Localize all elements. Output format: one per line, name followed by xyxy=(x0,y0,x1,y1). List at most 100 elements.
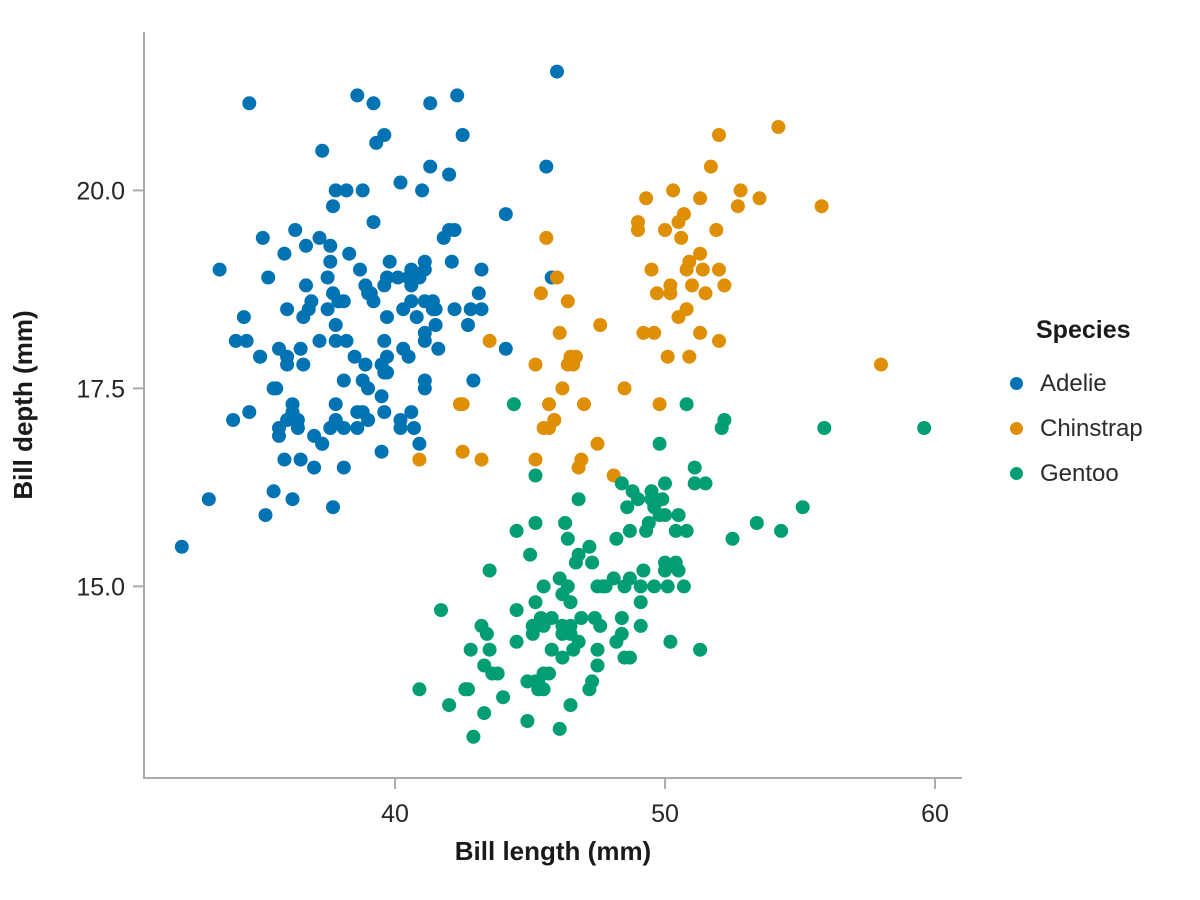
data-point xyxy=(253,349,268,364)
data-point xyxy=(698,286,713,301)
data-point xyxy=(709,223,724,237)
data-point xyxy=(280,357,295,372)
data-point xyxy=(685,278,699,293)
data-point xyxy=(442,167,457,182)
data-point xyxy=(482,563,497,578)
data-point xyxy=(258,508,273,523)
data-point xyxy=(490,666,505,681)
data-point xyxy=(380,270,394,285)
data-point xyxy=(693,246,708,261)
data-point xyxy=(442,698,457,713)
adelie-marker-icon xyxy=(1010,377,1023,390)
data-point xyxy=(428,302,443,317)
data-point xyxy=(671,563,686,578)
data-point xyxy=(482,642,497,657)
data-point xyxy=(374,389,389,404)
data-point xyxy=(228,333,243,348)
data-point xyxy=(636,325,651,340)
data-point xyxy=(676,579,691,594)
data-point xyxy=(404,262,419,277)
data-point xyxy=(226,413,241,427)
data-point xyxy=(339,333,354,348)
data-point xyxy=(312,230,327,245)
data-point xyxy=(528,468,543,483)
data-point xyxy=(520,674,535,689)
data-point xyxy=(633,618,648,633)
data-point xyxy=(652,508,667,523)
data-point xyxy=(466,373,481,388)
data-point xyxy=(409,310,424,325)
data-point xyxy=(328,318,343,332)
data-point xyxy=(633,595,648,610)
data-point xyxy=(571,460,586,475)
data-point xyxy=(255,230,270,245)
data-point xyxy=(444,254,459,269)
data-point xyxy=(277,452,292,467)
data-point xyxy=(380,310,394,325)
data-point xyxy=(269,381,284,396)
data-point xyxy=(320,302,335,317)
data-point xyxy=(323,238,338,253)
data-point xyxy=(361,413,376,427)
data-point xyxy=(617,381,632,396)
data-point xyxy=(752,191,767,206)
data-point xyxy=(463,642,478,657)
data-point xyxy=(633,579,648,594)
data-point xyxy=(636,563,651,578)
data-point xyxy=(455,397,470,412)
data-point xyxy=(277,246,292,261)
data-point xyxy=(261,270,276,285)
data-point xyxy=(542,421,556,435)
y-axis-title: Bill depth (mm) xyxy=(8,310,38,500)
data-point xyxy=(693,191,708,206)
data-point xyxy=(771,120,786,134)
data-point xyxy=(712,333,726,348)
data-point xyxy=(461,682,475,697)
data-point xyxy=(498,341,513,356)
legend-label-gentoo: Gentoo xyxy=(1040,459,1119,487)
data-point xyxy=(563,698,578,713)
data-point xyxy=(339,183,354,198)
data-point xyxy=(474,262,489,277)
data-point xyxy=(525,626,540,641)
data-point xyxy=(585,555,600,570)
data-point xyxy=(679,523,694,538)
data-point xyxy=(550,270,564,285)
data-point xyxy=(660,349,675,364)
data-point xyxy=(377,405,392,420)
data-point xyxy=(296,310,311,325)
data-point xyxy=(552,325,567,340)
data-point xyxy=(377,128,392,142)
data-point xyxy=(539,230,554,245)
data-point xyxy=(560,294,575,309)
data-point xyxy=(582,682,597,697)
data-point xyxy=(733,183,748,198)
data-point xyxy=(658,555,672,570)
data-point xyxy=(693,325,708,340)
data-point xyxy=(455,444,470,459)
data-point xyxy=(620,500,635,515)
data-point xyxy=(550,64,564,79)
data-point xyxy=(407,421,421,435)
data-point xyxy=(382,254,397,269)
data-point xyxy=(431,341,446,356)
legend-item-chinstrap: Chinstrap xyxy=(1010,406,1143,451)
data-point xyxy=(609,531,624,546)
data-point xyxy=(814,199,829,214)
data-point xyxy=(242,405,257,420)
data-point xyxy=(350,405,365,420)
data-point xyxy=(417,333,432,348)
data-point xyxy=(212,262,227,277)
data-point xyxy=(315,143,330,158)
data-point xyxy=(280,302,295,317)
data-point xyxy=(506,397,521,412)
data-point xyxy=(590,642,605,657)
data-point xyxy=(544,642,559,657)
data-point xyxy=(717,278,732,293)
data-point xyxy=(668,523,683,538)
data-point xyxy=(320,270,335,285)
data-point xyxy=(336,421,351,435)
data-point xyxy=(817,421,832,435)
data-point xyxy=(474,452,489,467)
data-point xyxy=(415,183,430,198)
